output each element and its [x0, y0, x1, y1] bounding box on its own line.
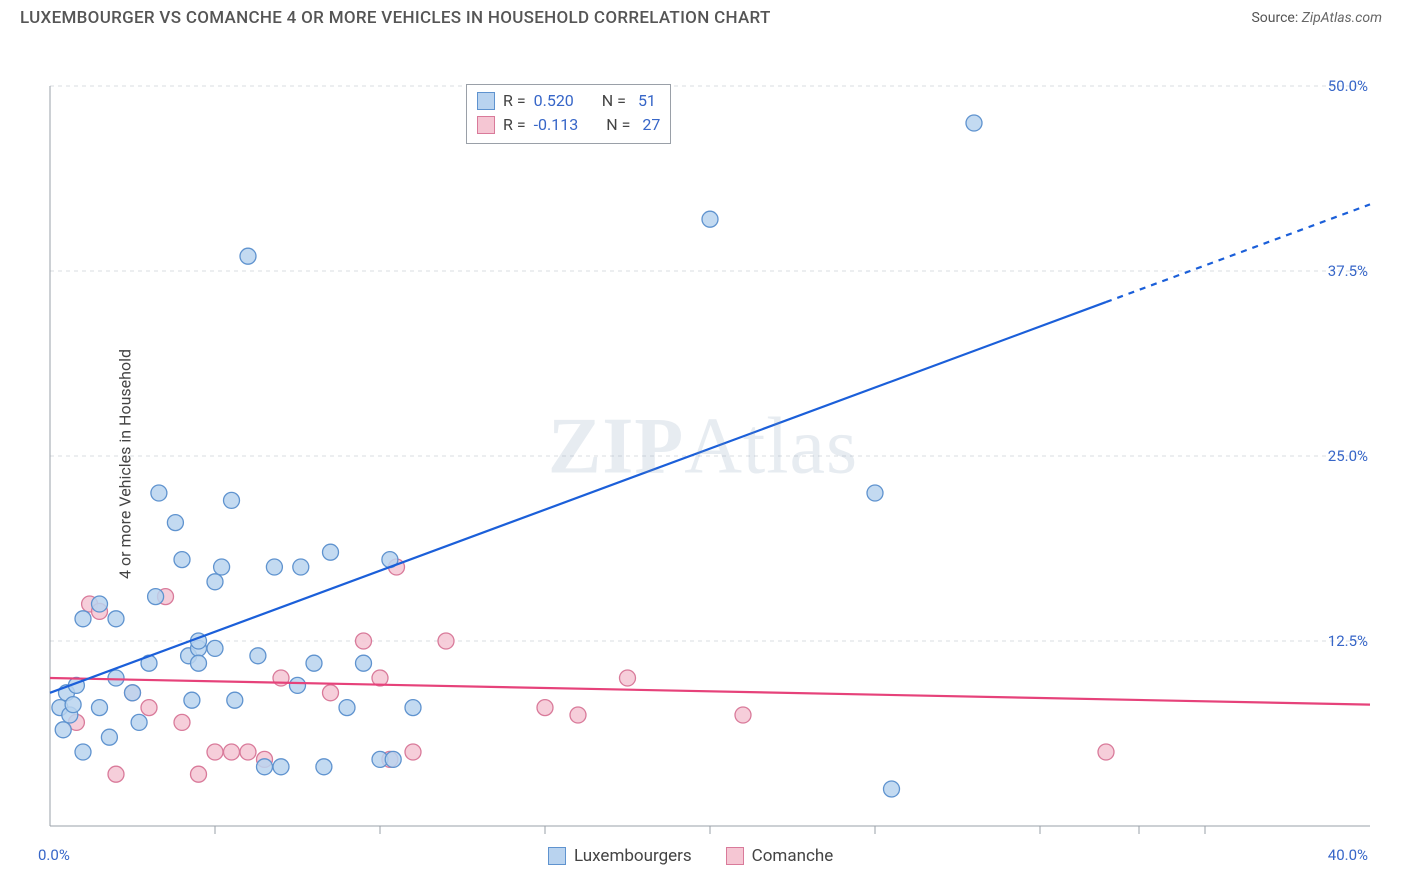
r-value-luxembourgers: 0.520 — [534, 89, 574, 113]
n-value-luxembourgers: 51 — [634, 89, 656, 113]
svg-text:0.0%: 0.0% — [38, 846, 70, 864]
n-value-comanche: 27 — [638, 113, 660, 137]
stats-row-luxembourgers: R = 0.520 N = 51 — [477, 89, 660, 113]
legend-swatch-comanche — [726, 847, 744, 865]
swatch-comanche — [477, 116, 495, 134]
chart-title: LUXEMBOURGER VS COMANCHE 4 OR MORE VEHIC… — [20, 8, 771, 28]
source-label: Source: — [1251, 10, 1298, 26]
title-bar: LUXEMBOURGER VS COMANCHE 4 OR MORE VEHIC… — [0, 0, 1406, 32]
legend-item-comanche: Comanche — [726, 846, 834, 866]
stats-legend: R = 0.520 N = 51 R = -0.113 N = 27 — [466, 84, 671, 144]
legend-label-luxembourgers: Luxembourgers — [574, 846, 692, 866]
svg-text:40.0%: 40.0% — [1328, 846, 1368, 864]
source-attribution: Source: ZipAtlas.com — [1251, 10, 1382, 26]
stats-row-comanche: R = -0.113 N = 27 — [477, 113, 660, 137]
chart-area: 4 or more Vehicles in Household ZIPAtlas… — [0, 36, 1406, 892]
r-label: R = — [503, 113, 526, 137]
legend-label-comanche: Comanche — [752, 846, 834, 866]
legend-swatch-luxembourgers — [548, 847, 566, 865]
r-label: R = — [503, 89, 526, 113]
n-label: N = — [606, 113, 630, 137]
source-value: ZipAtlas.com — [1302, 10, 1382, 26]
y-axis-label: 4 or more Vehicles in Household — [116, 349, 135, 579]
legend-item-luxembourgers: Luxembourgers — [548, 846, 692, 866]
n-label: N = — [602, 89, 626, 113]
svg-text:37.5%: 37.5% — [1328, 262, 1368, 280]
series-legend: Luxembourgers Comanche — [548, 846, 833, 866]
svg-text:25.0%: 25.0% — [1328, 447, 1368, 465]
svg-text:50.0%: 50.0% — [1328, 77, 1368, 95]
r-value-comanche: -0.113 — [534, 113, 579, 137]
scatter-plot-svg: 12.5% 25.0% 37.5% 50.0% 0.0% 40.0% — [0, 36, 1406, 892]
svg-text:12.5%: 12.5% — [1328, 632, 1368, 650]
swatch-luxembourgers — [477, 92, 495, 110]
